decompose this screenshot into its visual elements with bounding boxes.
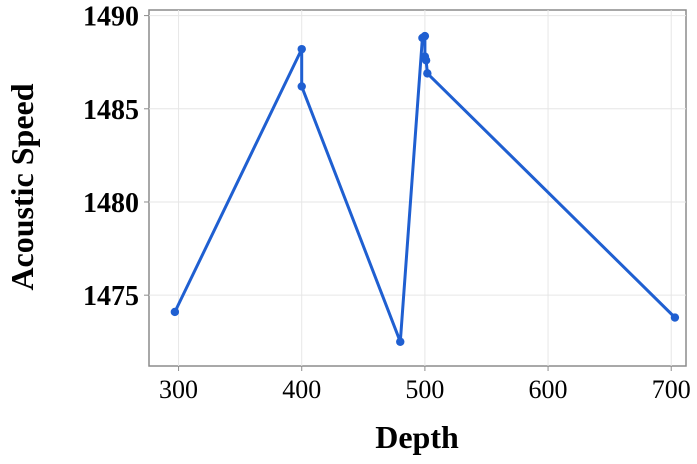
y-tick-label: 1475 bbox=[83, 281, 139, 312]
x-tick-label: 600 bbox=[529, 375, 568, 404]
data-point bbox=[421, 56, 431, 65]
x-tick-label: 400 bbox=[282, 375, 321, 404]
data-point bbox=[420, 31, 430, 41]
y-axis-title: Acoustic Speed bbox=[4, 83, 40, 290]
plot-area bbox=[148, 9, 687, 367]
series-layer bbox=[170, 31, 680, 346]
x-axis-title: Depth bbox=[375, 419, 459, 455]
y-tick-label: 1480 bbox=[83, 188, 139, 219]
y-tick-label: 1485 bbox=[83, 95, 139, 126]
data-point bbox=[297, 82, 306, 91]
y-axis-ticks: 1475 1480 1485 1490 bbox=[83, 2, 149, 312]
x-tick-label: 300 bbox=[159, 375, 198, 404]
data-point bbox=[670, 313, 680, 322]
data-point bbox=[396, 337, 405, 346]
data-point bbox=[170, 307, 180, 317]
x-tick-label: 500 bbox=[405, 375, 444, 404]
data-point bbox=[297, 44, 306, 54]
y-tick-label: 1490 bbox=[83, 2, 139, 33]
x-tick-label: 700 bbox=[652, 375, 691, 404]
data-point bbox=[423, 69, 432, 78]
x-axis-ticks: 300 400 500 600 700 bbox=[159, 366, 691, 404]
